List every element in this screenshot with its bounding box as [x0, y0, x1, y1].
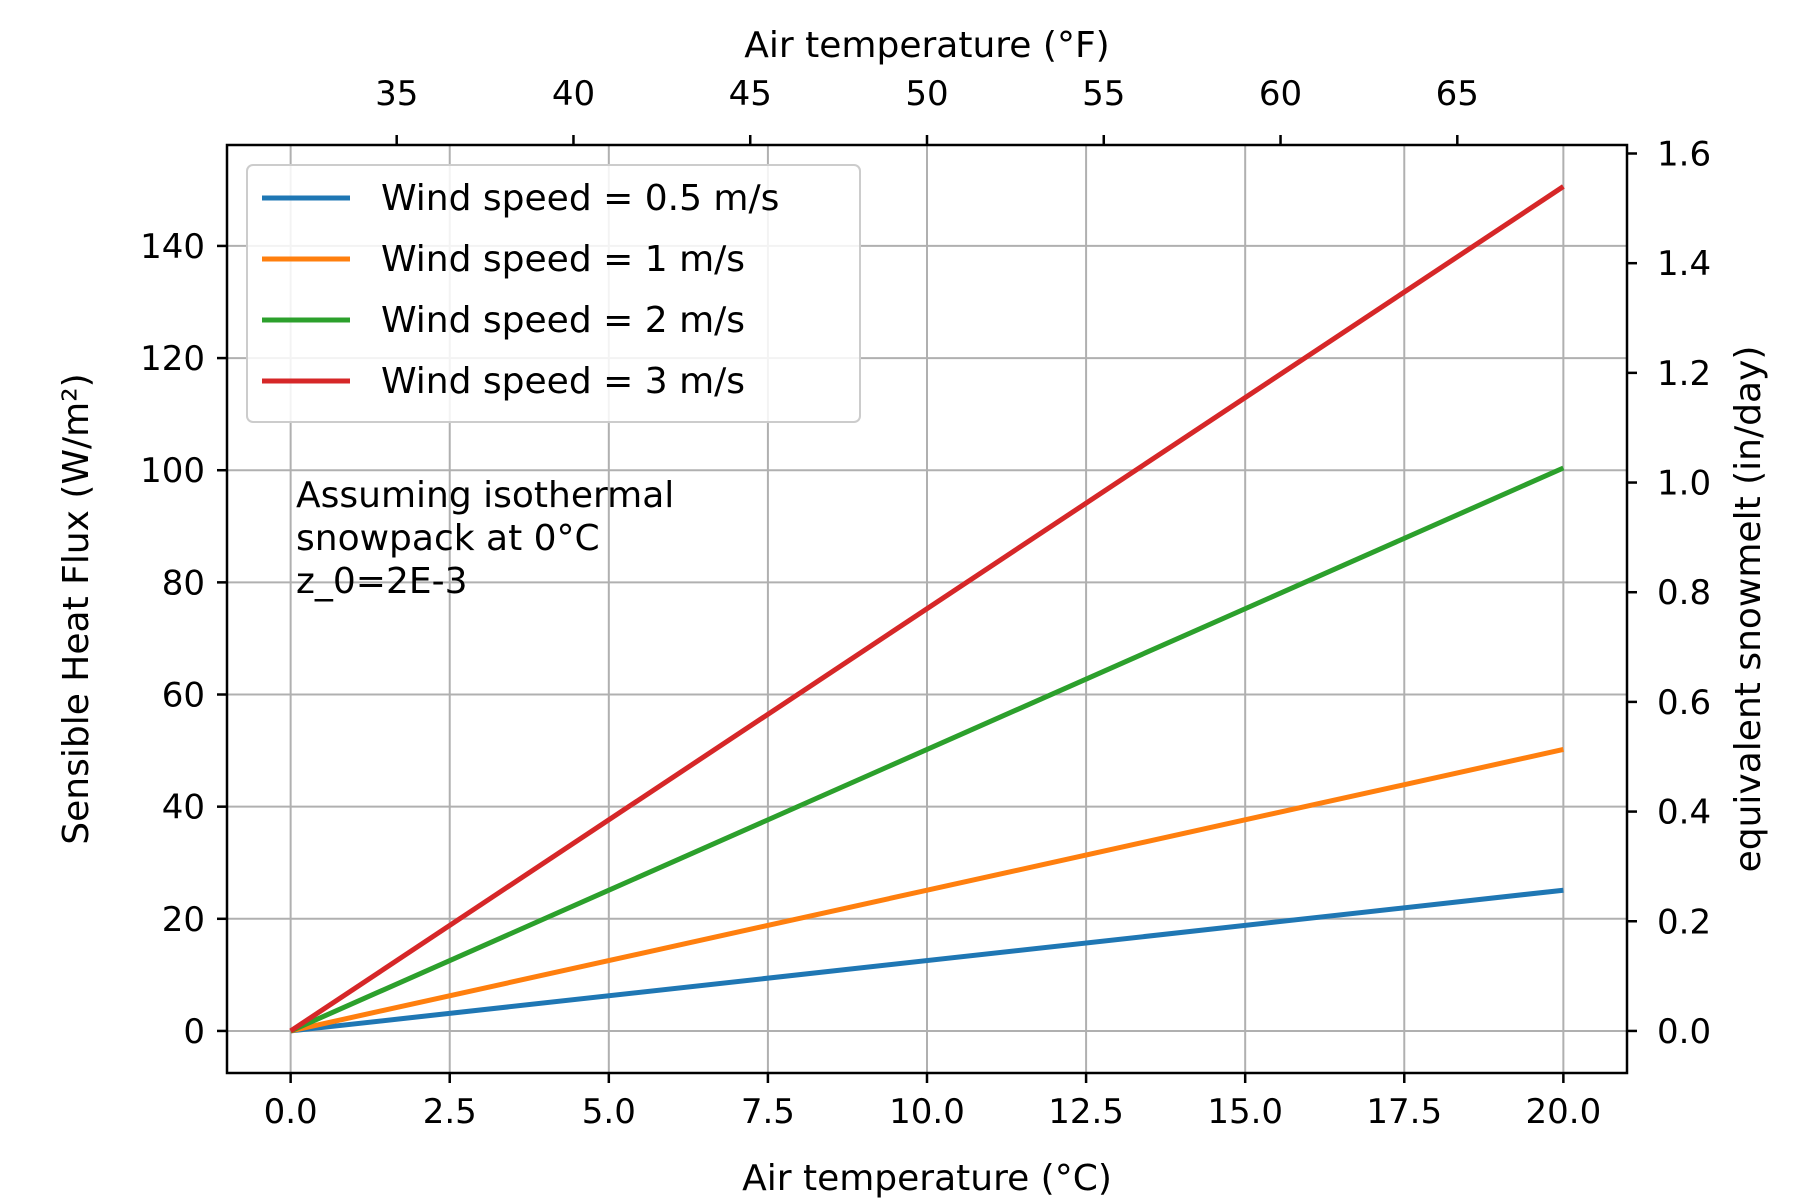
right-y-tick-label: 1.0 [1657, 464, 1711, 504]
annotation-line-1: Assuming isothermal [296, 475, 674, 516]
right-y-tick-label: 0.2 [1657, 902, 1711, 942]
right-y-tick-label: 0.0 [1657, 1012, 1711, 1052]
x-tick-label: 17.5 [1366, 1092, 1442, 1132]
top-x-tick-label: 50 [905, 74, 948, 114]
annotation-text: Assuming isothermal snowpack at 0°C z_0=… [296, 475, 674, 602]
right-y-tick-label: 1.6 [1657, 135, 1711, 175]
x-tick-label: 7.5 [741, 1092, 795, 1132]
series-line [289, 465, 1565, 1034]
y-tick-label: 20 [162, 900, 205, 940]
y-tick-label: 140 [140, 227, 205, 267]
x-tick-label: 20.0 [1526, 1092, 1602, 1132]
annotation-line-2: snowpack at 0°C [296, 518, 600, 559]
series-lines [289, 184, 1565, 1034]
y-tick-label: 80 [162, 563, 205, 603]
annotation-line-3: z_0=2E-3 [296, 561, 468, 602]
legend-label: Wind speed = 3 m/s [381, 361, 745, 402]
right-y-tick-label: 1.2 [1657, 354, 1711, 394]
x-tick-label: 12.5 [1048, 1092, 1124, 1132]
top-x-tick-label: 45 [729, 74, 772, 114]
top-x-tick-label: 40 [552, 74, 595, 114]
legend-label: Wind speed = 1 m/s [381, 239, 745, 280]
series-line [290, 747, 1564, 1034]
legend: Wind speed = 0.5 m/s Wind speed = 1 m/s Wi… [246, 164, 861, 423]
x-tick-label: 10.0 [889, 1092, 965, 1132]
x-tick-label: 0.0 [264, 1092, 318, 1132]
top-x-tick-label: 35 [375, 74, 418, 114]
right-y-tick-label: 1.4 [1657, 244, 1711, 284]
x-tick-label: 5.0 [582, 1092, 636, 1132]
y-tick-label: 0 [183, 1012, 205, 1052]
right-y-tick-label: 0.6 [1657, 683, 1711, 723]
right-y-tick-label: 0.4 [1657, 793, 1711, 833]
x-tick-label: 15.0 [1207, 1092, 1283, 1132]
top-x-axis-title: Air temperature (°F) [744, 25, 1109, 66]
top-x-tick-label: 55 [1082, 74, 1125, 114]
y-tick-label: 60 [162, 676, 205, 716]
x-axis-title: Air temperature (°C) [742, 1158, 1112, 1199]
y-axis-title: Sensible Heat Flux (W/m²) [56, 373, 97, 844]
y-tick-label: 40 [162, 788, 205, 828]
x-tick-label: 2.5 [423, 1092, 477, 1132]
legend-label: Wind speed = 2 m/s [381, 300, 745, 341]
top-x-tick-label: 60 [1259, 74, 1302, 114]
right-y-axis-title: equivalent snowmelt (in/day) [1728, 346, 1769, 873]
y-tick-label: 120 [140, 339, 205, 379]
top-x-tick-label: 65 [1436, 74, 1479, 114]
right-y-tick-label: 0.8 [1657, 573, 1711, 613]
axis-ticks: 0.0 2.5 5.0 7.5 10.0 12.5 15.0 17.5 20.0 0 20 40 60 8… [140, 74, 1711, 1132]
series-line [289, 184, 1565, 1034]
y-tick-label: 100 [140, 451, 205, 491]
series-line [290, 887, 1564, 1034]
legend-label: Wind speed = 0.5 m/s [381, 178, 779, 219]
legend-box [246, 164, 861, 423]
